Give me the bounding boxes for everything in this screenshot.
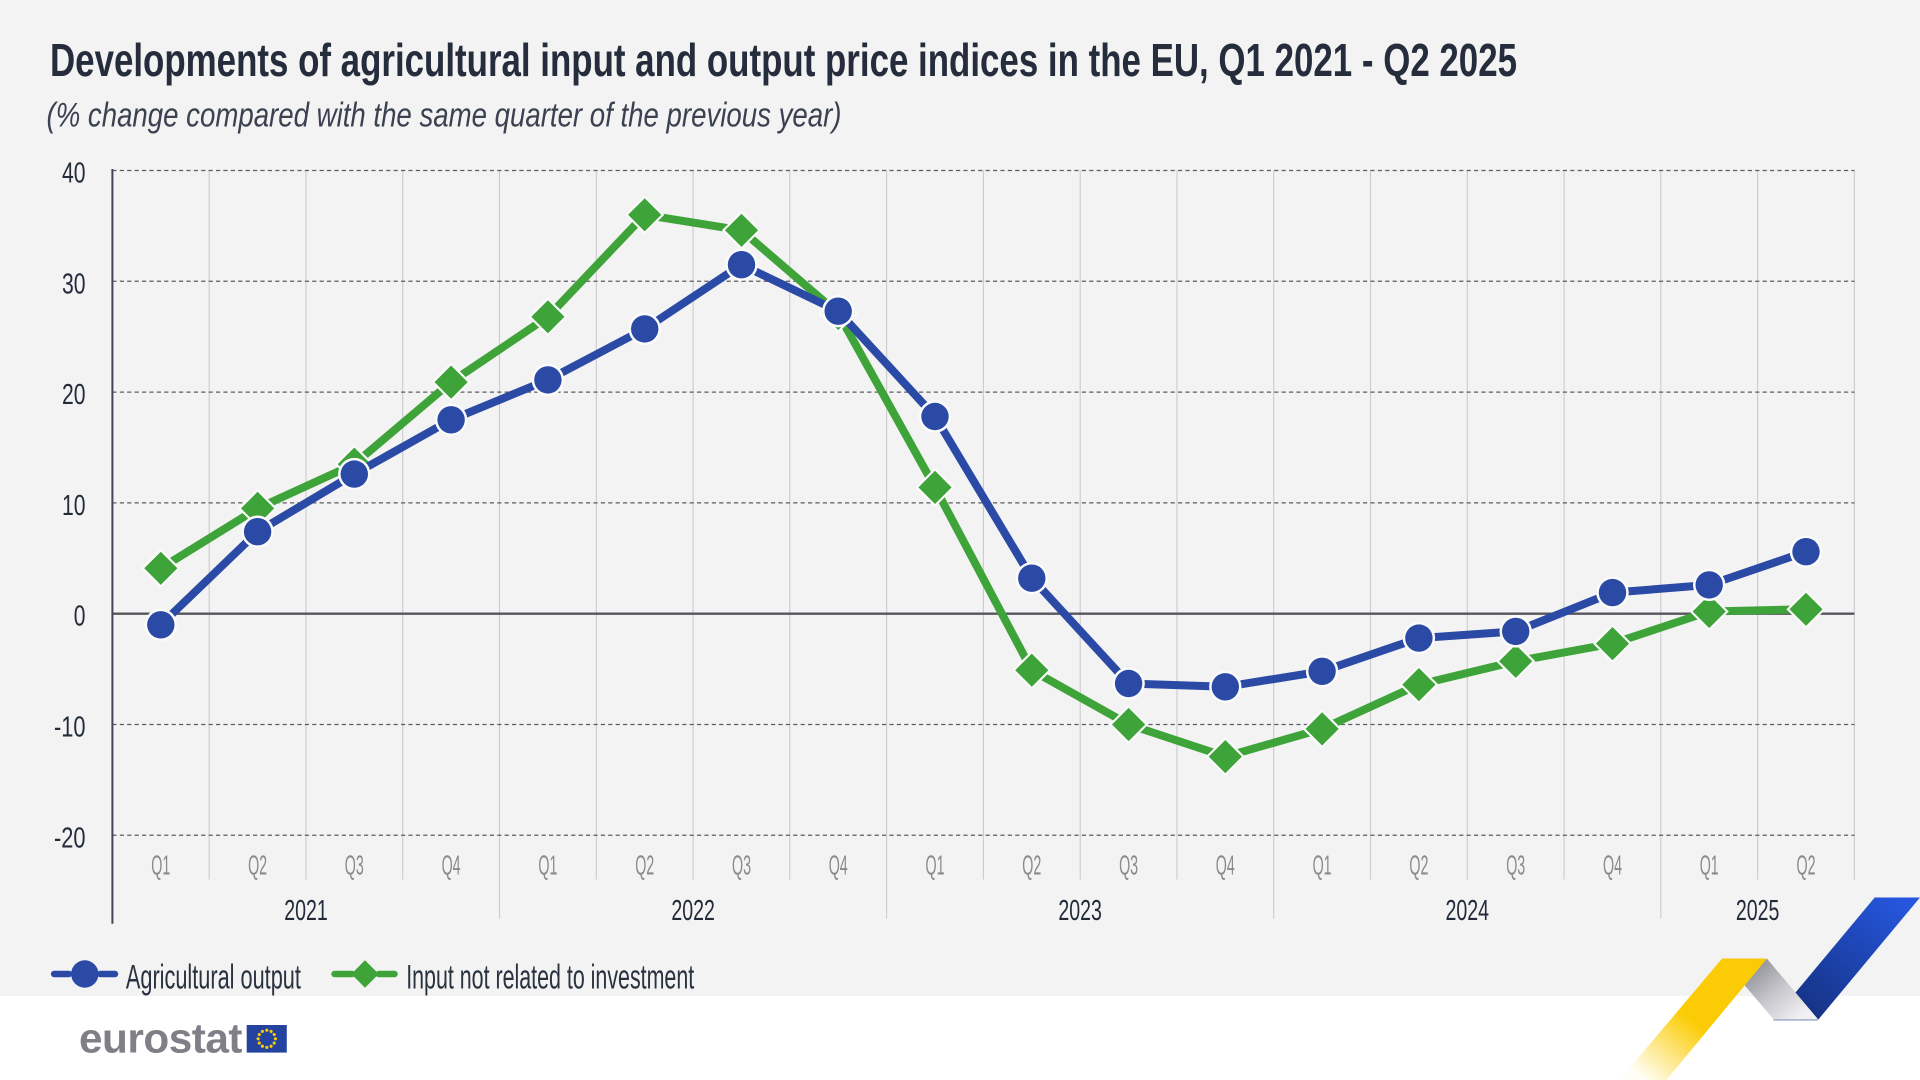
svg-text:Q4: Q4 — [442, 850, 461, 881]
svg-text:Q2: Q2 — [1409, 850, 1428, 881]
svg-text:eurostat: eurostat — [79, 1015, 243, 1062]
svg-text:0: 0 — [74, 601, 86, 633]
svg-text:Q1: Q1 — [151, 850, 170, 881]
svg-text:Q3: Q3 — [345, 850, 364, 881]
svg-text:Agricultural output: Agricultural output — [126, 958, 301, 996]
svg-text:2021: 2021 — [284, 895, 328, 927]
svg-text:-20: -20 — [54, 822, 86, 854]
svg-text:2022: 2022 — [671, 895, 715, 927]
svg-text:2023: 2023 — [1058, 895, 1102, 927]
svg-text:10: 10 — [62, 490, 86, 522]
svg-text:Q4: Q4 — [1603, 850, 1622, 881]
svg-text:Q2: Q2 — [1022, 850, 1041, 881]
svg-text:Q3: Q3 — [1119, 850, 1138, 881]
svg-text:20: 20 — [62, 379, 86, 411]
svg-text:-10: -10 — [54, 712, 86, 744]
svg-text:Developments of agricultural i: Developments of agricultural input and o… — [50, 34, 1517, 86]
svg-text:2025: 2025 — [1736, 895, 1780, 927]
svg-text:(% change compared with the sa: (% change compared with the same quarter… — [47, 97, 842, 135]
svg-text:Q1: Q1 — [538, 850, 557, 881]
svg-text:40: 40 — [62, 158, 86, 190]
svg-text:Q2: Q2 — [635, 850, 654, 881]
svg-text:Q4: Q4 — [829, 850, 848, 881]
svg-text:Q1: Q1 — [926, 850, 945, 881]
svg-text:Q1: Q1 — [1700, 850, 1719, 881]
svg-text:Q2: Q2 — [1797, 850, 1816, 881]
svg-text:Q2: Q2 — [248, 850, 267, 881]
svg-text:Q3: Q3 — [732, 850, 751, 881]
svg-text:2024: 2024 — [1445, 895, 1489, 927]
svg-text:Q1: Q1 — [1313, 850, 1332, 881]
svg-text:Input not related to investmen: Input not related to investment — [406, 958, 694, 996]
svg-text:Q3: Q3 — [1506, 850, 1525, 881]
svg-text:30: 30 — [62, 268, 86, 300]
svg-text:Q4: Q4 — [1216, 850, 1235, 881]
